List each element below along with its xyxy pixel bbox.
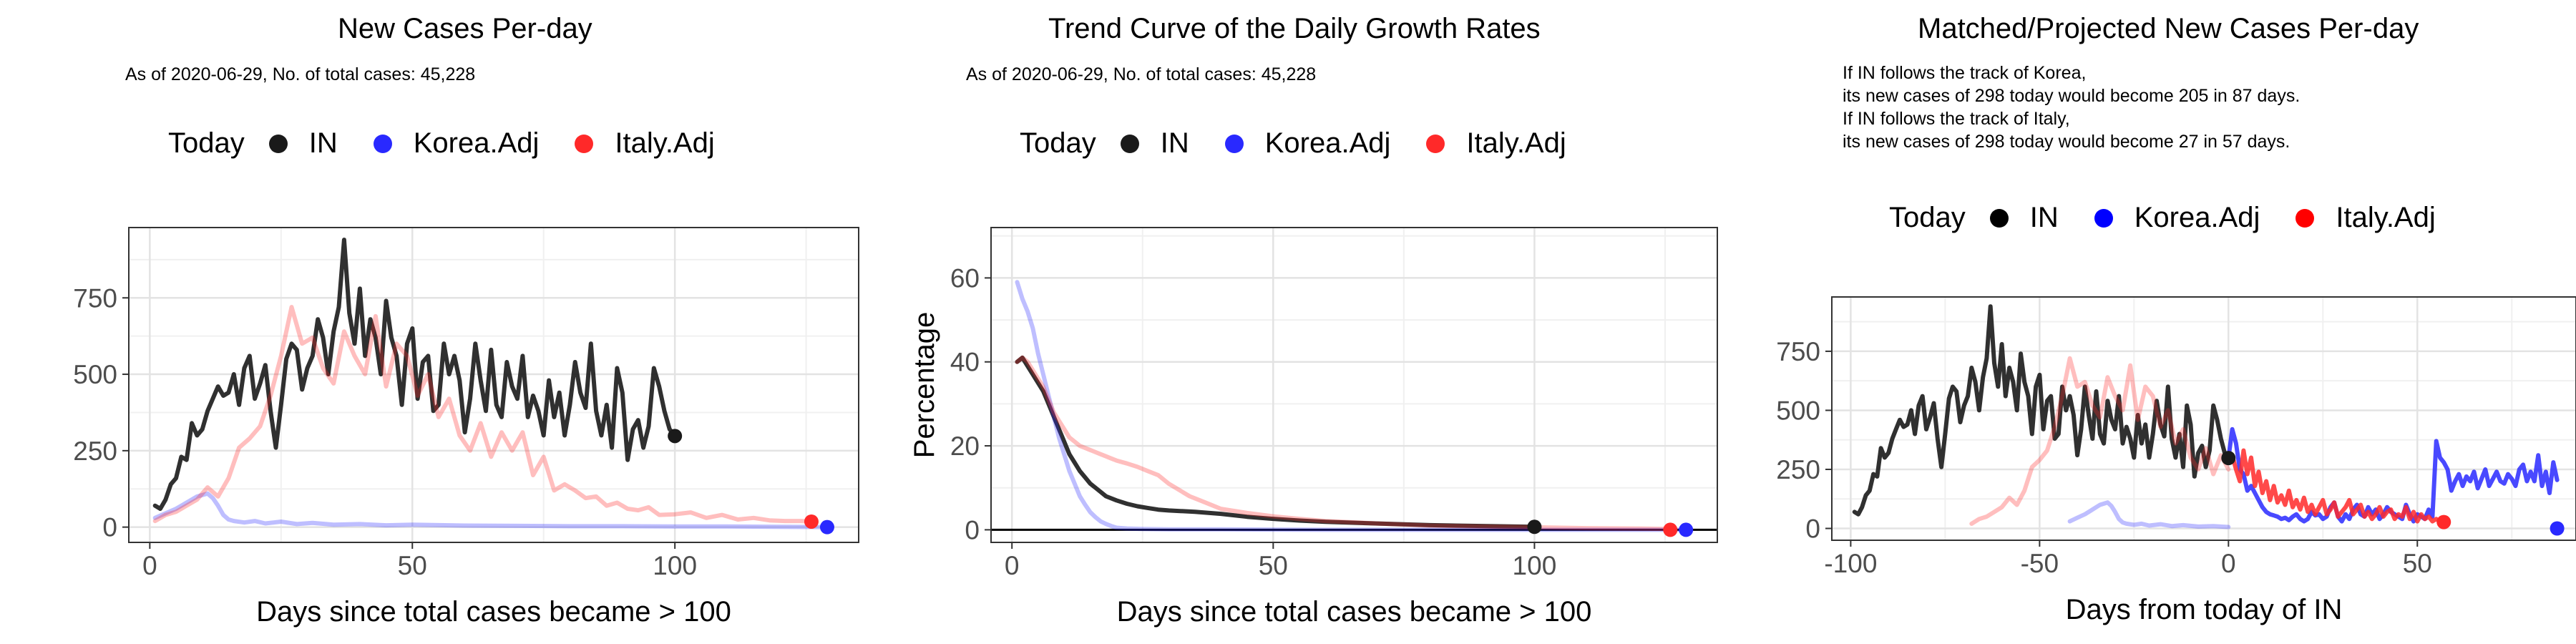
plot-new-cases: 0 50 100 0 250 500 750 Days since total cases b… <box>73 227 859 628</box>
legend-label-in: IN <box>1160 127 1189 159</box>
chart-title: Trend Curve of the Daily Growth Rates <box>1048 13 1541 44</box>
x-axis-label: Days since total cases became > 100 <box>1117 596 1592 628</box>
x-tick-label: 50 <box>2403 549 2432 578</box>
y-tick-label: 750 <box>1776 337 1820 366</box>
today-point-korea-adj <box>819 519 834 535</box>
plot-border <box>128 227 859 543</box>
x-tick-label: 0 <box>142 551 157 580</box>
y-tick-label: 0 <box>102 513 117 542</box>
chart-subtitle-1: If IN follows the track of Korea, <box>1843 63 2087 83</box>
x-tick-label: 0 <box>1005 551 1020 580</box>
legend-swatch-italy <box>575 134 594 153</box>
y-axis-label: Percentage <box>909 312 940 459</box>
legend-label-korea: Korea.Adj <box>2134 202 2260 233</box>
legend-swatch-in <box>1989 208 2009 228</box>
today-point-italy-adj <box>804 514 819 529</box>
y-tick-label: 20 <box>950 431 980 461</box>
x-tick-label: 50 <box>1259 551 1288 580</box>
x-axis-label: Days from today of IN <box>2066 594 2343 625</box>
chart-legend: Today IN Korea.Adj Italy.Adj <box>1020 127 1602 160</box>
y-tick-label: 40 <box>950 348 980 377</box>
y-tick-label: 500 <box>73 360 117 389</box>
today-point-in <box>668 429 683 444</box>
y-tick-label: 250 <box>1776 455 1820 484</box>
panel-projected-cases: Matched/Projected New Cases Per-day If I… <box>1717 0 2576 644</box>
series-line-italy-adj <box>1969 356 2231 526</box>
legend-label-italy: Italy.Adj <box>2336 202 2436 233</box>
legend-swatch-korea <box>373 134 392 153</box>
legend-label-in: IN <box>2029 202 2059 233</box>
today-point-in <box>1527 519 1542 535</box>
legend-label-italy: Italy.Adj <box>615 127 715 159</box>
panel-new-cases: New Cases Per-day As of 2020-06-29, No. … <box>0 0 859 644</box>
series-line-in <box>152 238 678 511</box>
x-tick-label: 0 <box>2221 549 2236 578</box>
panel-growth-rates: Trend Curve of the Daily Growth Rates As… <box>859 0 1718 644</box>
legend-title: Today <box>1020 127 1096 159</box>
y-tick-label: 60 <box>950 263 980 293</box>
today-point-italy-adj <box>1663 522 1678 537</box>
chart-subtitle: As of 2020-06-29, No. of total cases: 45… <box>125 64 476 84</box>
y-tick-label: 250 <box>73 436 117 466</box>
chart-subtitle-3: If IN follows the track of Italy, <box>1843 109 2070 129</box>
series-line-in <box>1015 355 1537 530</box>
legend-title: Today <box>168 127 245 159</box>
chart-title: New Cases Per-day <box>338 13 592 44</box>
x-axis-label: Days since total cases became > 100 <box>256 596 731 628</box>
legend-label-korea: Korea.Adj <box>1264 127 1391 159</box>
legend-swatch-italy <box>1426 134 1445 153</box>
chart-legend: Today IN Korea.Adj Italy.Adj <box>168 127 751 160</box>
y-tick-label: 0 <box>965 515 980 545</box>
legend-swatch-korea <box>2094 208 2113 228</box>
legend-swatch-italy <box>2296 208 2315 228</box>
legend-label-in: IN <box>308 127 338 159</box>
chart-legend: Today IN Korea.Adj Italy.Adj <box>1889 202 2472 234</box>
series-line-italy-adj <box>1015 355 1673 532</box>
today-point-korea-adj <box>1679 522 1694 537</box>
chart-subtitle-2: its new cases of 298 today would become … <box>1843 86 2301 106</box>
legend-label-italy: Italy.Adj <box>1466 127 1566 159</box>
plot-background <box>1832 297 2576 540</box>
y-tick-label: 750 <box>73 283 117 313</box>
legend-swatch-in <box>1120 134 1139 153</box>
chart-title: Matched/Projected New Cases Per-day <box>1918 13 2419 44</box>
x-tick-label: 100 <box>1513 551 1557 580</box>
chart-subtitle: As of 2020-06-29, No. of total cases: 45… <box>966 64 1317 84</box>
plot-border <box>1831 296 2576 541</box>
x-tick-label: 100 <box>653 551 697 580</box>
x-tick-label: 50 <box>398 551 427 580</box>
series-line-korea-adj <box>152 491 829 530</box>
x-tick-label: -100 <box>1824 549 1877 578</box>
legend-swatch-in <box>268 134 288 153</box>
today-point-in <box>2221 451 2236 466</box>
plot-growth-rates: 0 50 100 0 20 40 60 Days since total cases beca… <box>909 227 1718 628</box>
plot-background <box>991 228 1717 542</box>
plot-border <box>990 227 1718 543</box>
legend-title: Today <box>1889 202 1966 233</box>
series-line-italy-adj <box>152 305 814 524</box>
series-line-in <box>1852 304 2231 517</box>
series-line-korea-adj <box>1015 280 1689 532</box>
legend-swatch-korea <box>1224 134 1244 153</box>
today-point-italy-adj <box>2436 514 2451 530</box>
y-tick-label: 0 <box>1805 514 1820 543</box>
x-tick-label: -50 <box>2021 549 2059 578</box>
y-tick-label: 500 <box>1776 396 1820 425</box>
legend-label-korea: Korea.Adj <box>413 127 540 159</box>
series-line-korea-adj <box>2067 500 2231 530</box>
chart-subtitle-4: its new cases of 298 today would become … <box>1843 132 2290 152</box>
series-line-italy-adj <box>2226 448 2446 525</box>
today-point-korea-adj <box>2550 521 2565 536</box>
